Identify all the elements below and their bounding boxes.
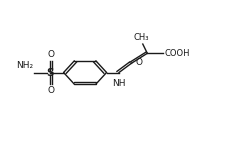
Text: S: S xyxy=(46,68,54,77)
Text: NH: NH xyxy=(112,79,126,88)
Text: O: O xyxy=(48,86,55,95)
Text: O: O xyxy=(48,50,55,59)
Text: COOH: COOH xyxy=(164,49,190,58)
Text: O: O xyxy=(136,58,142,67)
Text: NH₂: NH₂ xyxy=(16,61,33,70)
Text: CH₃: CH₃ xyxy=(134,33,149,42)
